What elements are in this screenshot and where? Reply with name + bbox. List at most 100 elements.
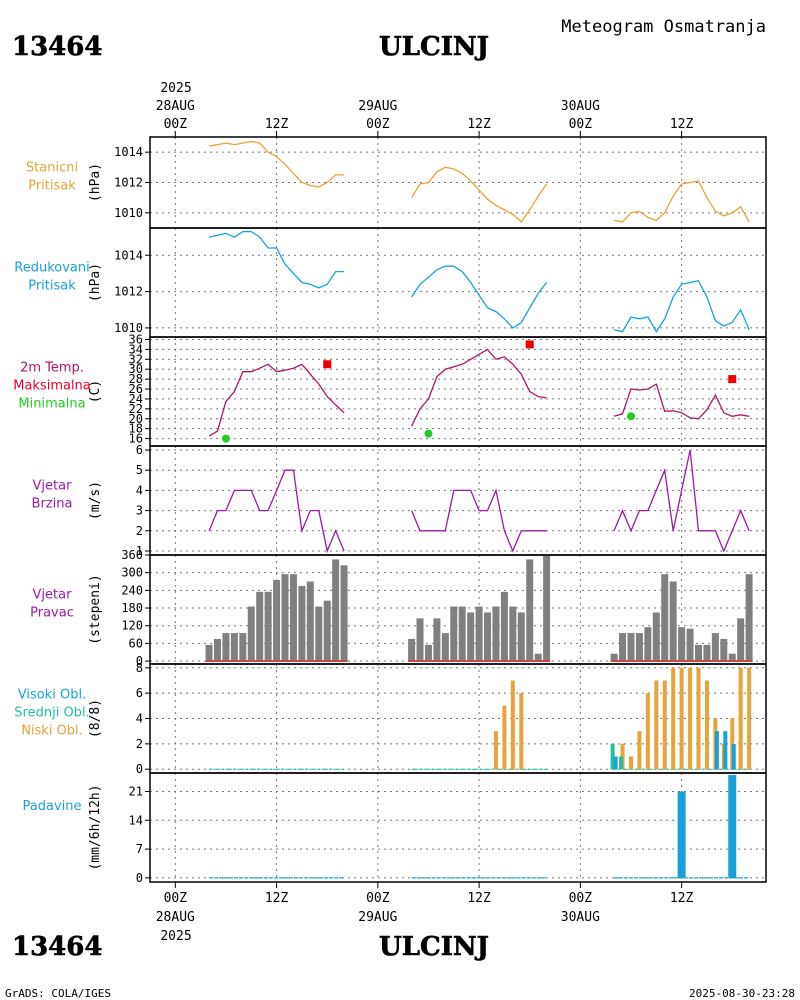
wind_speed-line-1 <box>410 488 547 553</box>
panel-frame <box>149 227 767 338</box>
x-date-label-bottom: 29AUG <box>358 910 397 925</box>
wind-dir-bar <box>703 644 711 662</box>
wind-dir-bar <box>543 555 551 662</box>
tmin-marker <box>221 434 230 443</box>
cloud-high-bar <box>731 743 736 770</box>
x-tick-label-top: 12Z <box>265 117 289 132</box>
wind-dir-bar <box>627 633 635 662</box>
cloud-high-bar <box>714 731 719 770</box>
wind-dir-bar <box>686 628 694 662</box>
y-tick-label: 16 <box>129 432 143 446</box>
wind-dir-bar <box>644 627 652 662</box>
panel-precipitation: 0 7 14 21 (mm/6h/12h) Padavine <box>23 772 767 885</box>
y-axis-label: (hPa) <box>88 163 103 202</box>
wind-dir-bar <box>450 606 458 662</box>
y-tick-label: 4 <box>136 483 143 497</box>
wind-dir-bar <box>652 612 660 662</box>
station_pressure-line-2 <box>613 180 750 223</box>
y-axis-label: (hPa) <box>88 263 103 302</box>
wind-dir-bar <box>281 574 289 662</box>
x-tick-label-bottom: 00Z <box>569 891 593 906</box>
wind-dir-bar <box>408 638 416 662</box>
credit: GrADS: COLA/IGES <box>5 987 111 1000</box>
panel-station_pressure: 1010 1012 1014 (hPa) Stanicni Pritisak <box>26 136 767 229</box>
temperature-line-1 <box>411 348 547 427</box>
y-tick-label: 6 <box>136 443 143 457</box>
series-label: Minimalna <box>18 397 85 412</box>
y-tick-label: 8 <box>136 661 143 675</box>
panel-reduced_pressure: 1010 1012 1014 (hPa)Redukovani Pritisak <box>14 227 767 338</box>
y-tick-label: 22 <box>129 402 143 416</box>
cloud-low-bar <box>502 705 507 770</box>
y-tick-label: 34 <box>129 342 143 356</box>
y-tick-label: 60 <box>129 636 143 650</box>
x-tick-label-top: 00Z <box>164 117 188 132</box>
y-tick-label: 1010 <box>114 321 143 335</box>
y-tick-label: 1 <box>136 544 143 558</box>
station-id-bottom: 13464 <box>12 932 102 962</box>
wind-dir-bar <box>475 606 483 662</box>
wind-dir-bar <box>264 591 272 662</box>
cloud-low-bar <box>620 743 625 770</box>
tmax-marker <box>525 340 534 349</box>
wind-dir-bar <box>467 612 475 662</box>
wind-dir-bar <box>635 633 643 662</box>
series-label: Pritisak <box>28 279 76 294</box>
wind-dir-bar <box>289 574 297 662</box>
y-tick-label: 1012 <box>114 176 143 190</box>
wind-dir-bar <box>273 580 281 662</box>
wind-dir-bar <box>711 633 719 662</box>
x-tick-label-bottom: 00Z <box>366 891 390 906</box>
wind-dir-bar <box>619 633 627 662</box>
station-name-top: ULCINJ <box>379 32 489 62</box>
wind-dir-bar <box>610 653 618 662</box>
reduced_pressure-line-2 <box>613 279 750 333</box>
cloud-mid-bar <box>610 743 615 770</box>
x-tick-label-top: 12Z <box>670 117 694 132</box>
y-tick-label: 32 <box>129 352 143 366</box>
cloud-low-bar <box>519 693 524 770</box>
wind-dir-bar <box>340 565 348 662</box>
cloud-mid-bar <box>619 756 624 770</box>
cloud-low-bar <box>654 680 659 770</box>
temperature-line-0 <box>208 363 345 437</box>
y-tick-label: 120 <box>121 619 143 633</box>
cloud-low-bar <box>747 667 752 770</box>
y-axis-label: (m/s) <box>88 481 103 520</box>
wind-dir-bar <box>669 581 677 662</box>
y-tick-label: 18 <box>129 422 143 436</box>
wind-dir-bar <box>424 644 432 662</box>
series-label: Pravac <box>30 606 74 621</box>
y-axis-label: (mm/6h/12h) <box>88 784 103 870</box>
wind-dir-bar <box>247 606 255 662</box>
y-tick-label: 0 <box>136 762 143 776</box>
y-tick-label: 36 <box>129 332 143 346</box>
product-title: Meteogram Osmatranja <box>561 17 766 37</box>
wind-dir-bar <box>720 638 728 662</box>
wind-dir-bar <box>517 612 525 662</box>
temperature-line-2 <box>613 383 750 420</box>
wind-dir-bar <box>441 633 449 662</box>
tmax-marker <box>323 360 332 369</box>
wind-dir-bar <box>306 581 314 662</box>
y-tick-label: 300 <box>121 566 143 580</box>
wind-dir-bar <box>500 591 508 662</box>
cloud-high-bar <box>613 756 618 770</box>
wind_speed-line-0 <box>208 469 345 554</box>
series-label: Padavine <box>23 799 82 814</box>
cloud-low-bar <box>738 667 743 770</box>
y-tick-label: 2 <box>136 737 143 751</box>
x-tick-label-top: 00Z <box>569 117 593 132</box>
cloud-low-bar <box>696 667 701 770</box>
y-tick-label: 2 <box>136 524 143 538</box>
year-top: 2025 <box>160 81 191 96</box>
year-bottom: 2025 <box>160 929 191 944</box>
panel-clouds: 0 2 4 6 8 (8/8)Visoki Obl. Srednji Obl. Niski O… <box>14 661 767 776</box>
y-tick-label: 28 <box>129 372 143 386</box>
cloud-low-bar <box>637 731 642 770</box>
series-label: Pritisak <box>28 179 76 194</box>
series-label: Stanicni <box>26 161 78 176</box>
wind-dir-bar <box>256 591 264 662</box>
